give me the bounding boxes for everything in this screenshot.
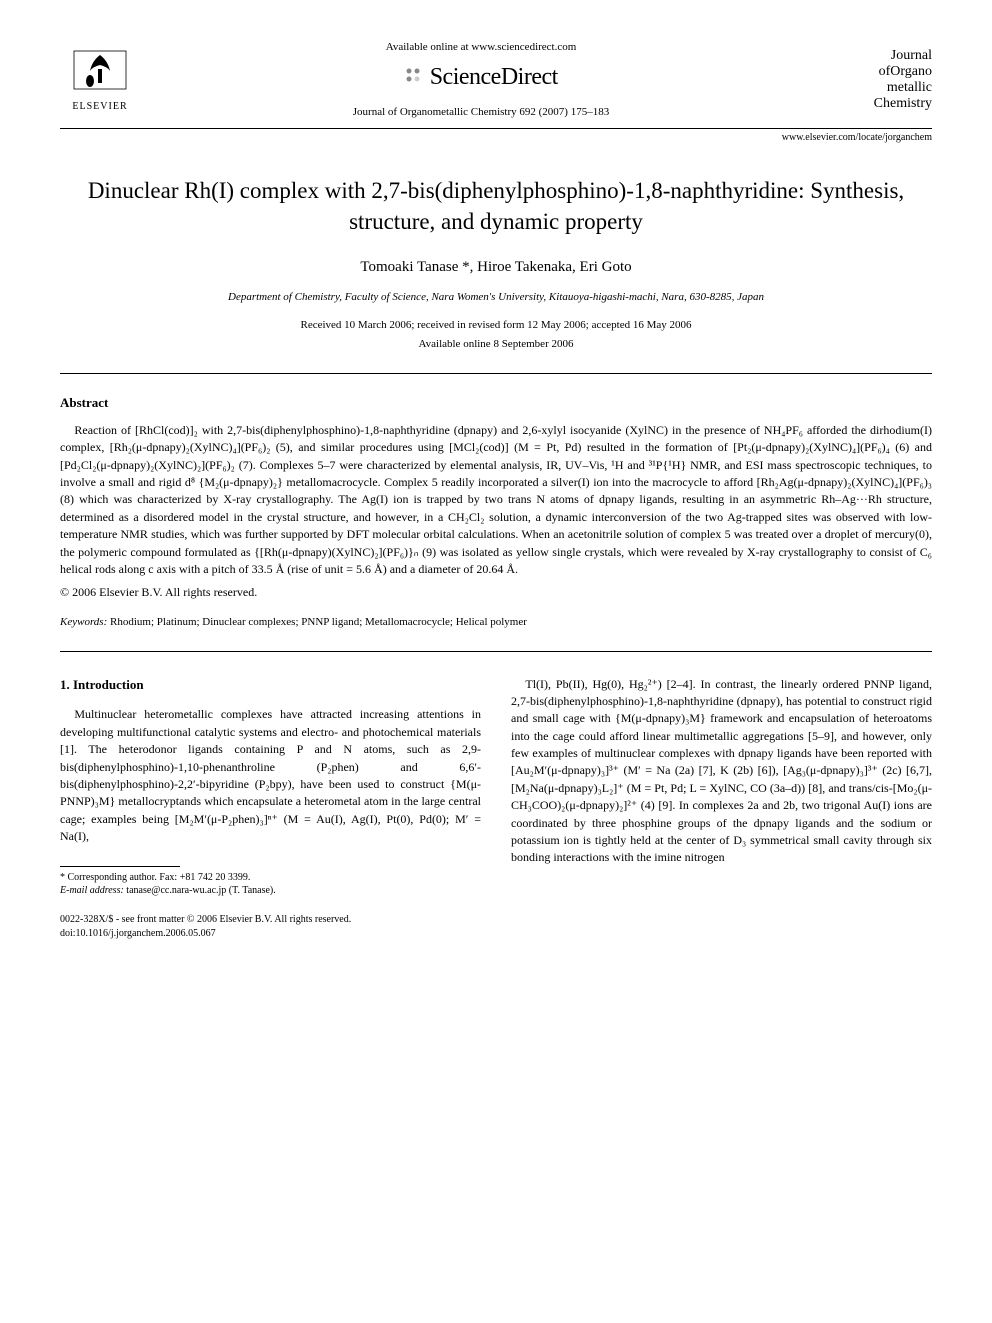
email-address: tanase@cc.nara-wu.ac.jp (T. Tanase). (124, 885, 276, 896)
keywords-text: Rhodium; Platinum; Dinuclear complexes; … (107, 616, 527, 628)
email-footnote: E-mail address: tanase@cc.nara-wu.ac.jp … (60, 884, 481, 897)
journal-logo-line4: Chemistry (822, 96, 932, 112)
sciencedirect-icon (404, 72, 430, 89)
journal-url: www.elsevier.com/locate/jorganchem (60, 131, 932, 145)
header-rule (60, 128, 932, 129)
two-column-body: 1. Introduction Multinuclear heterometal… (60, 676, 932, 897)
sciencedirect-text: ScienceDirect (430, 64, 558, 90)
issn-line: 0022-328X/$ - see front matter © 2006 El… (60, 913, 351, 927)
email-label: E-mail address: (60, 885, 124, 896)
sciencedirect-logo: ScienceDirect (140, 61, 822, 95)
right-column: Tl(I), Pb(II), Hg(0), Hg₂²⁺) [2–4]. In c… (511, 676, 932, 897)
journal-logo-line1: Journal (822, 48, 932, 64)
footer-left: 0022-328X/$ - see front matter © 2006 El… (60, 913, 351, 941)
journal-logo-line2: ofOrgano (822, 64, 932, 80)
footnote-rule (60, 866, 180, 867)
doi-line: doi:10.1016/j.jorganchem.2006.05.067 (60, 927, 351, 941)
available-online-text: Available online at www.sciencedirect.co… (140, 40, 822, 55)
keywords-label: Keywords: (60, 616, 107, 628)
footer-row: 0022-328X/$ - see front matter © 2006 El… (60, 913, 932, 941)
corresponding-author-footnote: * Corresponding author. Fax: +81 742 20 … (60, 871, 481, 884)
left-column: 1. Introduction Multinuclear heterometal… (60, 676, 481, 897)
abstract-heading: Abstract (60, 394, 932, 412)
elsevier-logo: ELSEVIER (60, 47, 140, 114)
abstract-top-rule (60, 373, 932, 374)
article-title: Dinuclear Rh(I) complex with 2,7-bis(dip… (60, 175, 932, 237)
available-online-date: Available online 8 September 2006 (60, 337, 932, 352)
journal-logo: Journal ofOrgano metallic Chemistry (822, 48, 932, 112)
abstract-copyright: © 2006 Elsevier B.V. All rights reserved… (60, 584, 932, 601)
journal-logo-line3: metallic (822, 80, 932, 96)
introduction-heading: 1. Introduction (60, 676, 481, 695)
intro-paragraph-left: Multinuclear heterometallic complexes ha… (60, 706, 481, 845)
header-row: ELSEVIER Available online at www.science… (60, 40, 932, 120)
abstract-bottom-rule (60, 651, 932, 652)
elsevier-tree-icon (60, 47, 140, 100)
abstract-body: Reaction of [RhCl(cod)]₂ with 2,7-bis(di… (60, 422, 932, 579)
journal-reference: Journal of Organometallic Chemistry 692 … (140, 105, 822, 120)
elsevier-label: ELSEVIER (60, 100, 140, 114)
affiliation: Department of Chemistry, Faculty of Scie… (60, 290, 932, 305)
authors: Tomoaki Tanase *, Hiroe Takenaka, Eri Go… (60, 257, 932, 278)
intro-paragraph-right: Tl(I), Pb(II), Hg(0), Hg₂²⁺) [2–4]. In c… (511, 676, 932, 867)
received-dates: Received 10 March 2006; received in revi… (60, 318, 932, 333)
keywords-line: Keywords: Rhodium; Platinum; Dinuclear c… (60, 615, 932, 630)
center-header: Available online at www.sciencedirect.co… (140, 40, 822, 120)
